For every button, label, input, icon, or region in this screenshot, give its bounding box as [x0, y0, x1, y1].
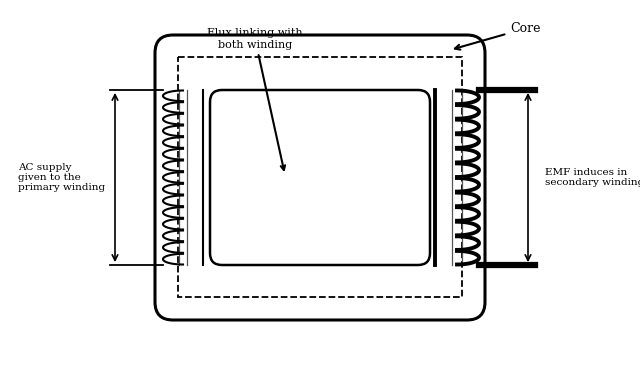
Bar	[178, 57, 462, 297]
Text: Core: Core	[455, 22, 541, 50]
FancyBboxPatch shape	[155, 35, 485, 320]
Text: EMF induces in
secondary winding: EMF induces in secondary winding	[545, 168, 640, 187]
FancyBboxPatch shape	[210, 90, 430, 265]
Text: AC supply
given to the
primary winding: AC supply given to the primary winding	[18, 163, 105, 192]
Text: Flux linking with
both winding: Flux linking with both winding	[207, 28, 303, 170]
